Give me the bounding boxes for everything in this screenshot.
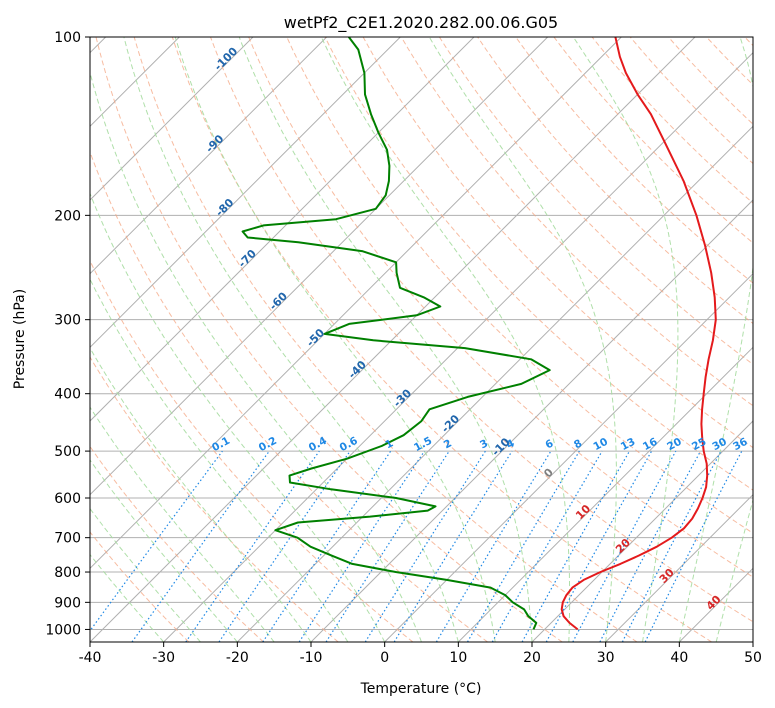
isotherm-line	[90, 37, 622, 570]
x-tick-label: 10	[449, 650, 467, 666]
x-tick-label: -30	[152, 650, 175, 666]
x-tick-label: 40	[670, 650, 688, 666]
dry-adiabat-line	[210, 37, 753, 623]
mixing-ratio-line	[185, 450, 320, 642]
y-tick-label: 900	[54, 595, 81, 611]
mixing-ratio-line	[466, 450, 580, 642]
x-tick-label: 50	[744, 650, 762, 666]
dry-adiabat-line	[90, 259, 414, 642]
mixing-ratio-line	[90, 450, 223, 632]
x-tick-label: -20	[226, 650, 249, 666]
isotherm-line	[752, 641, 753, 642]
isotherm-line	[90, 37, 475, 422]
y-tick-label: 700	[54, 531, 81, 547]
isotherm-line	[384, 272, 753, 642]
isotherm-line	[236, 125, 753, 642]
dry-adiabat-line	[248, 37, 753, 578]
y-tick-label: 400	[54, 387, 81, 403]
mixing-ratio-line	[393, 450, 513, 642]
y-tick-label: 600	[54, 491, 81, 507]
moist-adiabat-line	[238, 37, 533, 642]
moist-adiabat-line	[174, 37, 496, 642]
y-tick-label: 100	[54, 30, 81, 46]
dry-adiabat-line	[400, 37, 753, 407]
dry-adiabat-line	[553, 37, 753, 244]
y-axis-label: Pressure (hPa)	[12, 289, 28, 389]
x-tick-label: 30	[597, 650, 615, 666]
isotherm-line	[457, 346, 753, 642]
moist-adiabat-line	[678, 37, 753, 642]
plot-frame	[89, 36, 754, 643]
dry-adiabat-line	[95, 37, 563, 642]
moist-adiabat-line	[320, 37, 571, 642]
dry-adiabat-line	[90, 531, 190, 642]
axis-ticks: -40 -30 -20 -10 0 10 20 30 40 50 100 200 300 400 500 60…	[45, 30, 762, 666]
y-tick-label: 800	[54, 565, 81, 581]
moist-adiabat-line	[752, 640, 753, 642]
profile-series	[241, 37, 717, 631]
isotherm-line	[531, 420, 753, 642]
dry-adiabat-line	[591, 37, 753, 204]
dry-adiabat-line	[438, 37, 753, 365]
isotherm-line	[605, 493, 753, 642]
isotherm-line	[163, 51, 753, 642]
mixing-ratio-line	[545, 450, 653, 642]
mixing-ratio-line	[218, 450, 351, 642]
moist-adiabat-line	[90, 347, 312, 642]
y-tick-label: 300	[54, 313, 81, 329]
mixing-ratio-line	[364, 450, 486, 642]
x-tick-label: -10	[300, 650, 323, 666]
mixing-ratio-line	[435, 450, 552, 642]
mixing-ratio-line	[491, 450, 603, 642]
x-tick-label: 0	[380, 650, 389, 666]
mixing-ratio-line	[131, 450, 270, 642]
mixing-ratio-line	[521, 450, 631, 642]
dry-adiabat-line	[324, 37, 753, 491]
plot-background	[90, 37, 753, 642]
dry-adiabat-line	[362, 37, 753, 449]
dry-adiabat-line	[133, 37, 638, 642]
x-axis-label: Temperature (°C)	[360, 681, 482, 697]
isotherm-line	[90, 37, 549, 496]
y-tick-label: 1000	[45, 622, 81, 638]
chart-title: wetPf2_C2E1.2020.282.00.06.G05	[284, 13, 558, 33]
moist-adiabat-line	[715, 497, 753, 642]
background-lines	[90, 37, 753, 642]
dry-adiabat-line	[90, 150, 488, 642]
x-tick-label: -40	[79, 650, 102, 666]
moist-adiabat-line	[90, 192, 386, 642]
moist-adiabat-line	[123, 37, 459, 642]
isotherm-line	[90, 37, 254, 201]
dry-adiabat-line	[477, 37, 753, 325]
y-tick-label: 200	[54, 208, 81, 224]
moist-adiabat-line	[428, 37, 617, 642]
x-tick-label: 20	[523, 650, 541, 666]
moist-adiabat-line	[90, 278, 349, 642]
isotherm-line	[90, 37, 401, 349]
mixing-ratio-line	[572, 450, 677, 642]
moist-adiabat-line	[572, 37, 679, 642]
dry-adiabat-line	[286, 37, 753, 534]
isotherm-line	[90, 37, 328, 275]
dewpoint-profile-line	[241, 37, 551, 630]
moist-adiabat-line	[90, 459, 238, 642]
temperature-profile-line	[560, 37, 717, 631]
dry-adiabat-line	[171, 37, 712, 642]
mixing-ratio-line	[325, 450, 450, 642]
y-tick-label: 500	[54, 444, 81, 460]
moist-adiabat-line	[90, 406, 275, 642]
